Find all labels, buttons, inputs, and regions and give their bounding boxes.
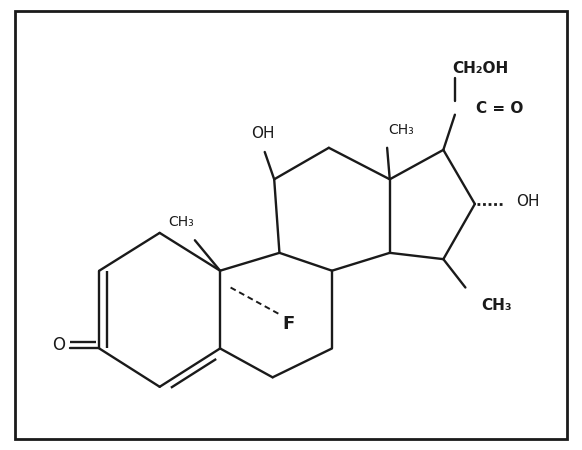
Text: CH₃: CH₃ — [481, 298, 512, 313]
Text: F: F — [282, 315, 294, 333]
Text: OH: OH — [251, 126, 274, 141]
Text: O: O — [52, 336, 65, 354]
Text: CH₂OH: CH₂OH — [452, 61, 509, 76]
Text: CH₃: CH₃ — [388, 123, 414, 137]
Text: C = O: C = O — [476, 101, 523, 117]
Text: CH₃: CH₃ — [168, 215, 194, 229]
Text: OH: OH — [516, 194, 540, 209]
